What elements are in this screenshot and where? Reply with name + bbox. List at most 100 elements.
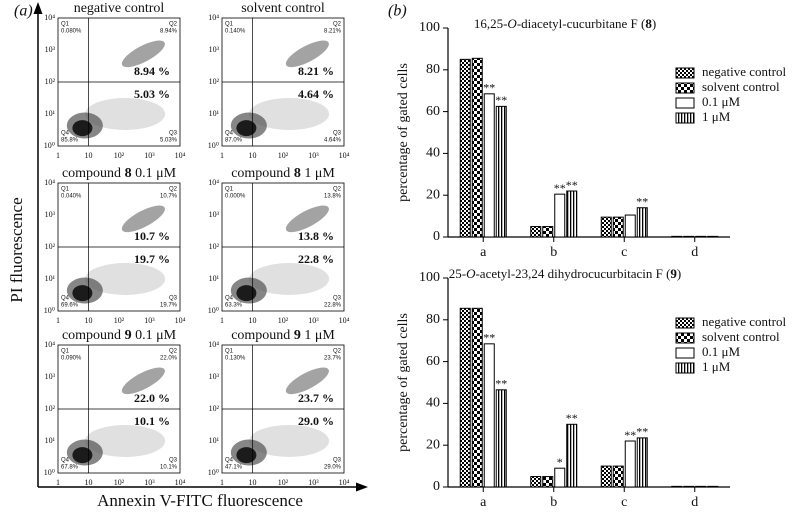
cell-cloud <box>121 40 165 68</box>
quadrant-name: Q2 <box>333 22 342 28</box>
x-tick-label: 10² <box>278 151 289 160</box>
y-tick-label: 60 <box>426 104 440 119</box>
y-tick-label: 10¹ <box>209 274 220 283</box>
y-tick-label: 80 <box>426 312 440 327</box>
bar <box>636 207 648 238</box>
title-part: 8 <box>125 166 132 181</box>
legend-swatch <box>675 97 695 109</box>
y-tick-label: 10⁴ <box>44 178 55 187</box>
quadrant-value: 19.7% <box>160 303 178 309</box>
bar <box>671 485 683 488</box>
y-tick-label: 10³ <box>45 372 56 381</box>
x-axis-label: Annexin V-FITC fluorescence <box>97 491 303 510</box>
quadrant-name: Q2 <box>333 349 342 355</box>
quadrant-name: Q3 <box>169 458 178 464</box>
title-part: compound <box>62 166 125 181</box>
y-tick-label: 100 <box>419 20 440 35</box>
quadrant-name: Q1 <box>225 349 234 355</box>
quadrant-value: 47.1% <box>225 465 243 471</box>
y-tick-label: 80 <box>426 62 440 77</box>
x-tick-label: a <box>480 245 487 260</box>
title-part: 1 μM <box>301 166 336 181</box>
legend-label: 0.1 μM <box>702 344 740 359</box>
quadrant-value: 0.000% <box>225 194 246 200</box>
legend-swatch <box>675 347 695 359</box>
x-tick-label: b <box>550 495 557 510</box>
y-tick-label: 10⁰ <box>208 468 219 477</box>
y-tick-label: 10¹ <box>209 436 220 445</box>
y-tick-label: 40 <box>426 146 440 161</box>
title-part: 1 μM <box>301 328 336 343</box>
y-tick-label: 10³ <box>45 210 56 219</box>
legend-swatch <box>675 317 695 329</box>
title-part: 9 <box>670 266 677 281</box>
bar <box>471 307 483 488</box>
x-tick-label: 1 <box>56 316 60 325</box>
y-tick-label: 10³ <box>209 372 220 381</box>
x-tick-label: c <box>621 495 627 510</box>
legend-swatch <box>675 362 695 374</box>
quadrant-value: 8.21% <box>324 29 342 35</box>
y-tick-label: 10² <box>45 404 56 413</box>
title-part: -acetyl-23,24 dihydrocucurbitacin F ( <box>475 266 670 281</box>
quadrant-value: 69.6% <box>61 303 79 309</box>
y-tick-label: 10⁴ <box>44 340 55 349</box>
x-tick-label: 1 <box>220 316 224 325</box>
quadrant-value: 22.8% <box>324 303 342 309</box>
quadrant-name: Q3 <box>169 296 178 302</box>
x-tick-label: d <box>691 245 698 260</box>
highlight-value: 8.94 % <box>134 64 170 78</box>
bar <box>530 226 542 238</box>
legend-swatch <box>675 112 695 124</box>
bar <box>542 226 554 238</box>
panel-label: (a) <box>14 3 33 20</box>
legend-label: negative control <box>702 314 786 329</box>
quadrant-value: 4.64% <box>324 138 342 144</box>
x-tick-label: 10 <box>85 151 93 160</box>
y-tick-label: 20 <box>426 187 440 202</box>
y-tick-label: 10² <box>209 77 220 86</box>
x-tick-label: 10⁴ <box>175 151 186 160</box>
significance: ** <box>483 81 495 95</box>
title-part: O <box>507 16 517 31</box>
y-tick-label: 10⁴ <box>208 178 219 187</box>
bar <box>495 105 507 238</box>
quadrant-name: Q1 <box>61 187 70 193</box>
plot-title: compound 9 0.1 μM <box>62 328 177 343</box>
panel-label: (b) <box>388 3 407 20</box>
title-part: 0.1 μM <box>132 328 177 343</box>
plot-title: solvent control <box>241 1 325 16</box>
bar <box>554 193 566 238</box>
highlight-value: 10.7 % <box>134 229 170 243</box>
bar <box>624 214 636 238</box>
significance: ** <box>624 428 636 442</box>
bar <box>671 235 683 238</box>
x-tick-label: 10² <box>114 478 125 487</box>
x-tick-label: 10 <box>85 478 93 487</box>
x-tick-label: 10 <box>85 316 93 325</box>
x-tick-label: 10 <box>249 316 257 325</box>
bar <box>566 423 578 488</box>
x-tick-label: 10³ <box>308 478 319 487</box>
y-tick-label: 10⁰ <box>44 306 55 315</box>
cell-cloud <box>72 120 93 137</box>
legend-label: solvent control <box>702 79 780 94</box>
x-tick-label: 10³ <box>144 478 155 487</box>
title-part: 16,25- <box>474 16 508 31</box>
title-part: -diacetyl-cucurbitane F ( <box>517 16 646 31</box>
quadrant-name: Q3 <box>333 458 342 464</box>
quadrant-value: 0.090% <box>61 356 82 362</box>
significance: ** <box>483 331 495 345</box>
plot-title: compound 9 1 μM <box>231 328 335 343</box>
bar <box>612 465 624 488</box>
x-tick-label: 10⁴ <box>175 478 186 487</box>
y-axis-label: PI fluorescence <box>7 197 26 302</box>
plot-title: compound 8 0.1 μM <box>62 166 177 181</box>
y-tick-label: 10⁰ <box>44 468 55 477</box>
title-part: compound <box>231 328 294 343</box>
bar <box>495 389 507 488</box>
highlight-value: 22.0 % <box>134 391 170 405</box>
x-tick-label: 1 <box>56 151 60 160</box>
y-axis-label: percentage of gated cells <box>396 313 411 452</box>
title-part: 9 <box>125 328 132 343</box>
